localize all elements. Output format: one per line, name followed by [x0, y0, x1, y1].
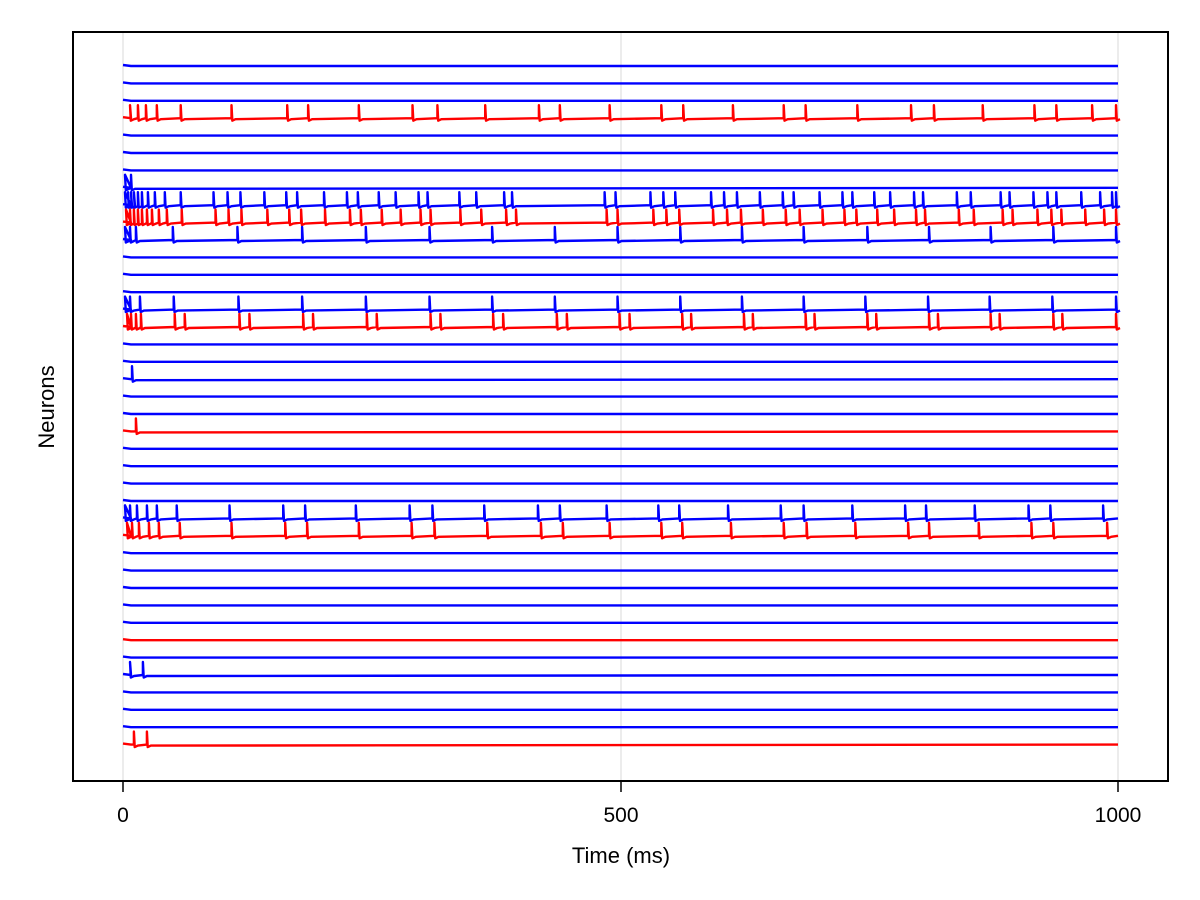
- neuron-trace-16: [122, 312, 1121, 331]
- x-axis-label: Time (ms): [572, 843, 670, 868]
- neuron-trace-19: [122, 365, 1119, 383]
- neuron-trace-18: [122, 359, 1118, 363]
- neuron-trace-24: [122, 464, 1118, 468]
- gridlines: [122, 33, 1119, 780]
- neuron-trace-9: [122, 191, 1121, 209]
- neuron-trace-20: [122, 394, 1118, 398]
- neuron-trace-34: [122, 638, 1118, 642]
- neuron-trace-38: [122, 707, 1118, 711]
- neuron-trace-4: [122, 104, 1121, 122]
- neuron-trace-12: [122, 255, 1118, 259]
- neuron-trace-39: [122, 725, 1118, 729]
- neuron-trace-22: [122, 417, 1119, 436]
- x-axis: 0 500 1000 Time (ms): [117, 781, 1141, 868]
- neuron-trace-11: [122, 225, 1121, 244]
- neuron-trace-3: [122, 98, 1118, 102]
- neuron-trace-40: [122, 730, 1119, 749]
- neuron-trace-5: [122, 133, 1118, 137]
- neuron-trace-29: [122, 551, 1118, 555]
- neuron-trace-23: [122, 446, 1118, 450]
- neuron-trace-8: [122, 173, 1119, 192]
- neuron-trace-37: [122, 690, 1118, 694]
- neuron-trace-6: [122, 150, 1118, 155]
- neuron-trace-26: [122, 498, 1118, 503]
- neuron-trace-13: [122, 272, 1118, 276]
- neuron-trace-35: [122, 655, 1118, 659]
- neuron-trace-21: [122, 411, 1118, 416]
- neuron-trace-31: [122, 585, 1118, 590]
- neuron-trace-25: [122, 481, 1118, 485]
- x-tick-label-1000: 1000: [1095, 804, 1142, 827]
- neuron-trace-7: [122, 168, 1118, 172]
- neuron-trace-33: [122, 620, 1118, 624]
- neuron-trace-15: [122, 295, 1121, 314]
- neuron-trace-36: [122, 660, 1119, 679]
- neuron-trace-1: [122, 63, 1118, 68]
- neuron-trace-14: [122, 290, 1118, 294]
- neuron-trace-2: [122, 81, 1118, 85]
- neuron-trace-28: [122, 521, 1119, 540]
- x-tick-label-500: 500: [603, 804, 638, 827]
- neuron-trace-30: [122, 568, 1118, 572]
- y-axis-label: Neurons: [34, 365, 59, 448]
- neuron-trace-10: [122, 208, 1121, 227]
- neuron-trace-17: [122, 342, 1118, 346]
- neuron-trace-27: [122, 504, 1119, 523]
- neuron-traces: [122, 63, 1121, 749]
- x-tick-label-0: 0: [117, 804, 129, 827]
- neuron-trace-32: [122, 603, 1118, 607]
